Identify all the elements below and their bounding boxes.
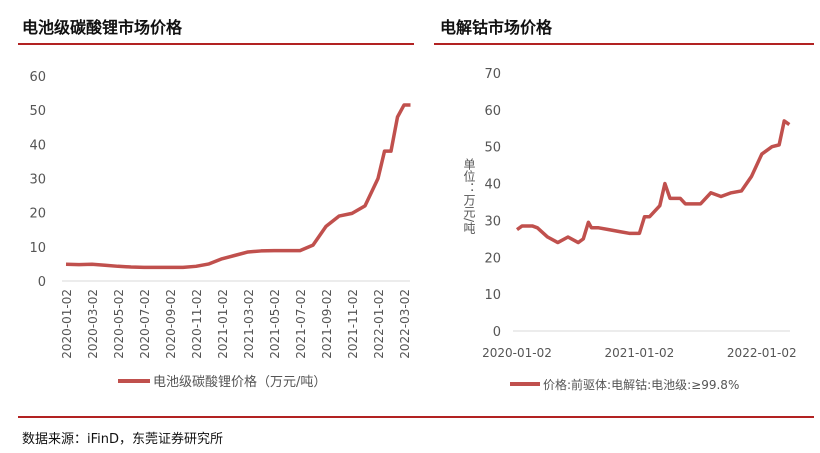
left-x-tick-label: 2020-01-02 <box>60 289 74 359</box>
left-x-tick-label: 2020-07-02 <box>138 289 152 359</box>
left-x-tick-label: 2020-09-02 <box>164 289 178 359</box>
left-x-tick-label: 2021-07-02 <box>294 289 308 359</box>
right-y-tick-label: 40 <box>484 178 501 193</box>
right-y-tick-label: 10 <box>484 288 501 303</box>
left-x-tick-label: 2021-03-02 <box>242 289 256 359</box>
source-note: 数据来源：iFinD，东莞证券研究所 <box>22 432 224 447</box>
bottom-rule <box>18 416 814 418</box>
left-y-tick-label: 0 <box>38 275 46 290</box>
left-y-tick-label: 40 <box>29 138 46 153</box>
left-x-tick-label: 2021-09-02 <box>320 289 334 359</box>
left-x-tick-label: 2020-05-02 <box>112 289 126 359</box>
left-x-tick-label: 2020-11-02 <box>190 289 204 359</box>
right-y-tick-label: 0 <box>493 325 501 340</box>
right-y-tick-label: 70 <box>484 67 501 82</box>
right-series-line <box>515 119 791 245</box>
left-series-line <box>65 103 411 270</box>
left-y-tick-label: 20 <box>29 207 46 222</box>
left-y-tick-label: 10 <box>29 241 46 256</box>
left-y-tick-label: 50 <box>29 104 46 119</box>
left-legend-label: 电池级碳酸锂价格（万元/吨） <box>153 374 326 390</box>
right-title-rule <box>434 43 814 45</box>
right-x-tick-label: 2021-01-02 <box>605 346 675 360</box>
right-y-tick-label: 60 <box>484 104 501 119</box>
left-title-rule <box>18 43 414 45</box>
left-chart-title: 电池级碳酸锂市场价格 <box>22 18 183 37</box>
right-legend-label: 价格:前驱体:电解钴:电池级:≥99.8% <box>543 377 739 392</box>
left-y-tick-label: 60 <box>29 70 46 85</box>
right-x-tick-label: 2020-01-02 <box>482 346 552 360</box>
left-x-tick-label: 2022-03-02 <box>398 289 412 359</box>
left-x-tick-label: 2020-03-02 <box>86 289 100 359</box>
left-y-tick-label: 30 <box>29 173 46 188</box>
right-y-axis-label: 单位：万元/吨 <box>462 158 476 235</box>
left-x-tick-label: 2021-11-02 <box>346 289 360 359</box>
left-x-tick-label: 2021-01-02 <box>216 289 230 359</box>
left-x-tick-label: 2022-01-02 <box>372 289 386 359</box>
right-y-tick-label: 50 <box>484 141 501 156</box>
left-x-tick-label: 2021-05-02 <box>268 289 282 359</box>
right-x-tick-label: 2022-01-02 <box>727 346 797 360</box>
right-chart-title: 电解钴市场价格 <box>440 18 553 37</box>
right-y-tick-label: 20 <box>484 251 501 266</box>
right-y-tick-label: 30 <box>484 214 501 229</box>
